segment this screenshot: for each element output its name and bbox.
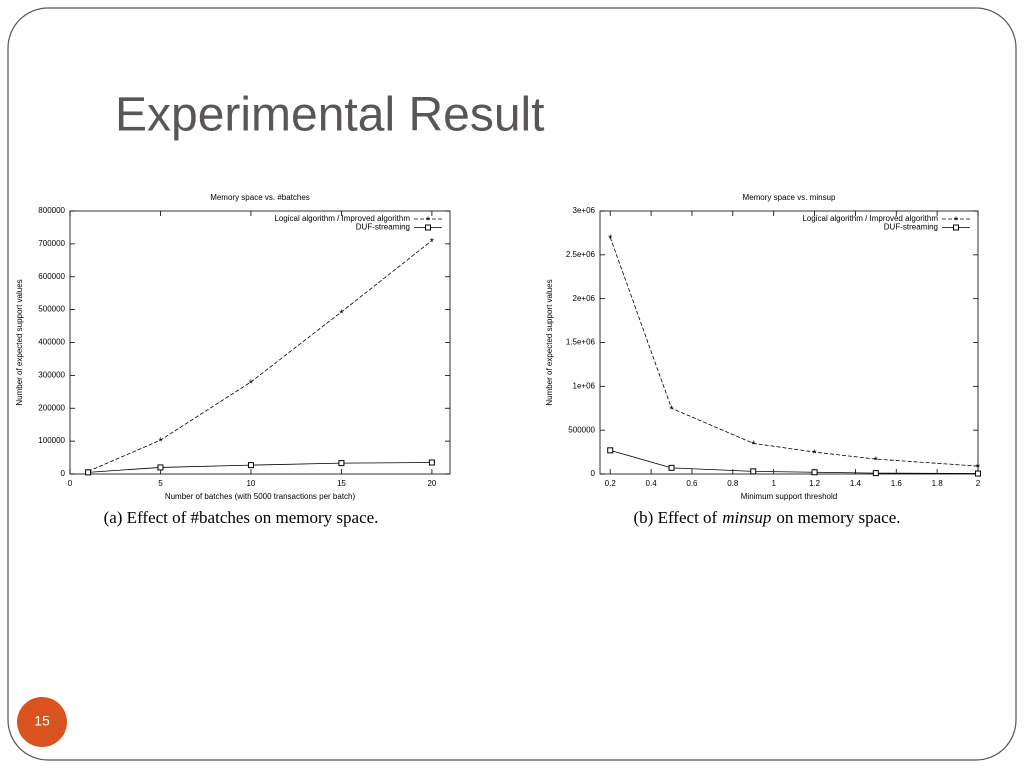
y-tick-label: 500000 bbox=[38, 305, 65, 314]
marker-square bbox=[607, 447, 614, 454]
caption-part: minsup bbox=[722, 508, 771, 527]
marker-star: * bbox=[608, 233, 613, 245]
marker-square bbox=[668, 464, 675, 471]
marker-square bbox=[157, 464, 164, 471]
y-tick-label: 1.5e+06 bbox=[566, 338, 596, 347]
marker-square bbox=[811, 469, 818, 476]
x-tick-label: 1 bbox=[771, 479, 776, 488]
marker-star: * bbox=[954, 215, 959, 227]
y-tick-label: 300000 bbox=[38, 370, 65, 379]
marker-square bbox=[750, 468, 757, 475]
x-axis-label: Minimum support threshold bbox=[741, 492, 837, 501]
marker-star: * bbox=[669, 404, 674, 416]
marker-square bbox=[975, 470, 981, 477]
marker-star: * bbox=[812, 448, 817, 460]
marker-star: * bbox=[249, 378, 254, 390]
x-tick-label: 2 bbox=[976, 479, 981, 488]
marker-square bbox=[428, 459, 435, 466]
slide-frame bbox=[7, 7, 1017, 761]
x-tick-label: 1.2 bbox=[809, 479, 821, 488]
series-line bbox=[609, 237, 979, 467]
y-tick-label: 0 bbox=[591, 469, 596, 478]
x-tick-label: 1.4 bbox=[850, 479, 862, 488]
y-tick-label: 700000 bbox=[38, 239, 65, 248]
series-line bbox=[87, 240, 433, 472]
marker-square bbox=[872, 470, 879, 477]
caption: (b) Effect of minsup on memory space. bbox=[634, 508, 901, 527]
marker-star: * bbox=[874, 455, 879, 467]
marker-star: * bbox=[430, 236, 435, 248]
marker-star: * bbox=[751, 439, 756, 451]
x-tick-label: 5 bbox=[158, 479, 163, 488]
x-tick-label: 0.4 bbox=[646, 479, 658, 488]
x-tick-label: 15 bbox=[337, 479, 346, 488]
y-axis-label: Number of expected support values bbox=[545, 279, 554, 405]
y-axis-label: Number of expected support values bbox=[15, 279, 24, 405]
x-axis-label: Number of batches (with 5000 transaction… bbox=[165, 492, 356, 501]
chart-title: Memory space vs. minsup bbox=[743, 193, 836, 202]
y-tick-label: 800000 bbox=[38, 206, 65, 215]
marker-star: * bbox=[339, 308, 344, 320]
marker-star: * bbox=[426, 215, 431, 227]
marker-star: * bbox=[976, 462, 981, 474]
y-tick-label: 1e+06 bbox=[573, 381, 596, 390]
y-tick-label: 2.5e+06 bbox=[566, 250, 596, 259]
y-tick-label: 600000 bbox=[38, 272, 65, 281]
y-tick-label: 400000 bbox=[38, 338, 65, 347]
y-tick-label: 500000 bbox=[568, 425, 595, 434]
marker-square bbox=[338, 460, 345, 467]
y-tick-label: 3e+06 bbox=[573, 206, 596, 215]
x-tick-label: 0.8 bbox=[727, 479, 739, 488]
legend-label: DUF-streaming bbox=[884, 223, 938, 232]
y-tick-label: 2e+06 bbox=[573, 294, 596, 303]
x-tick-label: 1.8 bbox=[932, 479, 944, 488]
x-tick-label: 20 bbox=[427, 479, 436, 488]
marker-star: * bbox=[158, 436, 163, 448]
marker-square bbox=[425, 224, 431, 231]
series-line bbox=[610, 449, 979, 474]
slide-title: Experimental Result bbox=[115, 89, 545, 142]
x-tick-label: 0.2 bbox=[605, 479, 617, 488]
legend-label: Logical algorithm / Improved algorithm bbox=[802, 214, 938, 223]
caption-part: (b) Effect of bbox=[634, 508, 718, 527]
marker-square bbox=[247, 462, 254, 469]
page-number: 15 bbox=[34, 713, 50, 729]
caption: (a) Effect of #batches on memory space. bbox=[104, 508, 379, 527]
legend-label: Logical algorithm / Improved algorithm bbox=[274, 214, 410, 223]
y-tick-label: 200000 bbox=[38, 403, 65, 412]
y-tick-label: 100000 bbox=[38, 436, 65, 445]
caption-part: on memory space. bbox=[776, 508, 900, 527]
page-number-badge bbox=[17, 697, 67, 747]
y-tick-label: 0 bbox=[61, 469, 66, 478]
x-tick-label: 0 bbox=[68, 479, 73, 488]
marker-square bbox=[85, 469, 92, 476]
legend-label: DUF-streaming bbox=[356, 223, 410, 232]
marker-square bbox=[953, 224, 959, 231]
x-tick-label: 10 bbox=[246, 479, 255, 488]
chart-title: Memory space vs. #batches bbox=[210, 193, 310, 202]
x-tick-label: 0.6 bbox=[686, 479, 698, 488]
x-tick-label: 1.6 bbox=[891, 479, 903, 488]
